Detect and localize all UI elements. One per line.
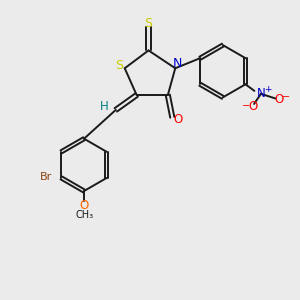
Text: O: O bbox=[173, 113, 182, 126]
Text: −: − bbox=[282, 92, 290, 102]
Text: −: − bbox=[242, 101, 250, 111]
Text: S: S bbox=[145, 16, 152, 30]
Text: N: N bbox=[256, 87, 265, 100]
Text: +: + bbox=[264, 85, 271, 94]
Text: O: O bbox=[275, 93, 284, 106]
Text: Br: Br bbox=[40, 172, 52, 182]
Text: H: H bbox=[100, 100, 109, 113]
Text: O: O bbox=[248, 100, 257, 113]
Text: S: S bbox=[116, 59, 123, 72]
Text: N: N bbox=[173, 57, 182, 70]
Text: CH₃: CH₃ bbox=[76, 210, 94, 220]
Text: O: O bbox=[80, 199, 88, 212]
